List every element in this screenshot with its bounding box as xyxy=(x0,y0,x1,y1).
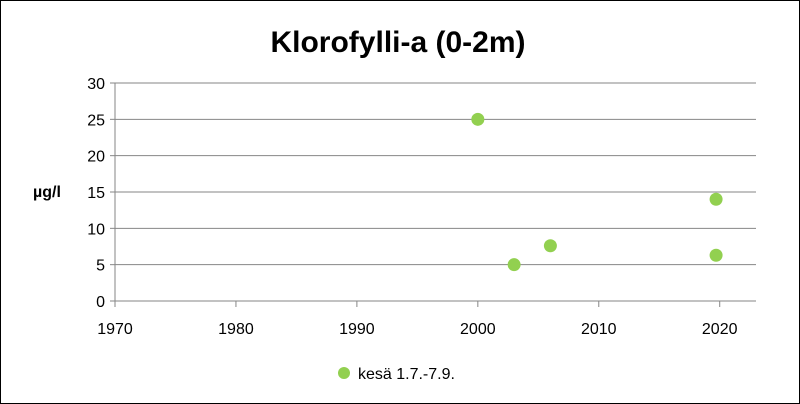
data-point-0-4 xyxy=(709,248,723,262)
gridlines xyxy=(115,82,756,266)
data-point-0-3 xyxy=(709,192,723,206)
x-tick-label-2020: 2020 xyxy=(702,321,738,338)
y-tick-labels: 0 5 10 15 20 25 30 xyxy=(87,76,105,311)
x-tick-label-1990: 1990 xyxy=(339,321,375,338)
x-tick-label-2010: 2010 xyxy=(581,321,617,338)
y-tick-label-30: 30 xyxy=(87,76,105,93)
data-point-0-2 xyxy=(543,239,557,253)
y-tick-label-20: 20 xyxy=(87,149,105,166)
y-axis-label: µg/l xyxy=(33,184,61,201)
chart-title: Klorofylli-a (0-2m) xyxy=(270,26,525,59)
legend-label: kesä 1.7.-7.9. xyxy=(358,366,455,383)
legend: kesä 1.7.-7.9. xyxy=(338,366,455,383)
y-tick-label-0: 0 xyxy=(96,294,105,311)
data-points xyxy=(471,112,723,272)
x-tick-label-1980: 1980 xyxy=(218,321,254,338)
y-tick-label-25: 25 xyxy=(87,112,105,129)
y-tick-label-15: 15 xyxy=(87,185,105,202)
data-point-0-0 xyxy=(471,112,485,126)
axes xyxy=(110,82,756,307)
x-tick-label-1970: 1970 xyxy=(97,321,133,338)
y-tick-label-5: 5 xyxy=(96,258,105,275)
legend-marker xyxy=(338,367,350,379)
y-tick-label-10: 10 xyxy=(87,221,105,238)
data-point-0-1 xyxy=(507,258,521,272)
x-tick-labels: 1970 1980 1990 2000 2010 2020 xyxy=(97,321,737,338)
x-tick-label-2000: 2000 xyxy=(460,321,496,338)
